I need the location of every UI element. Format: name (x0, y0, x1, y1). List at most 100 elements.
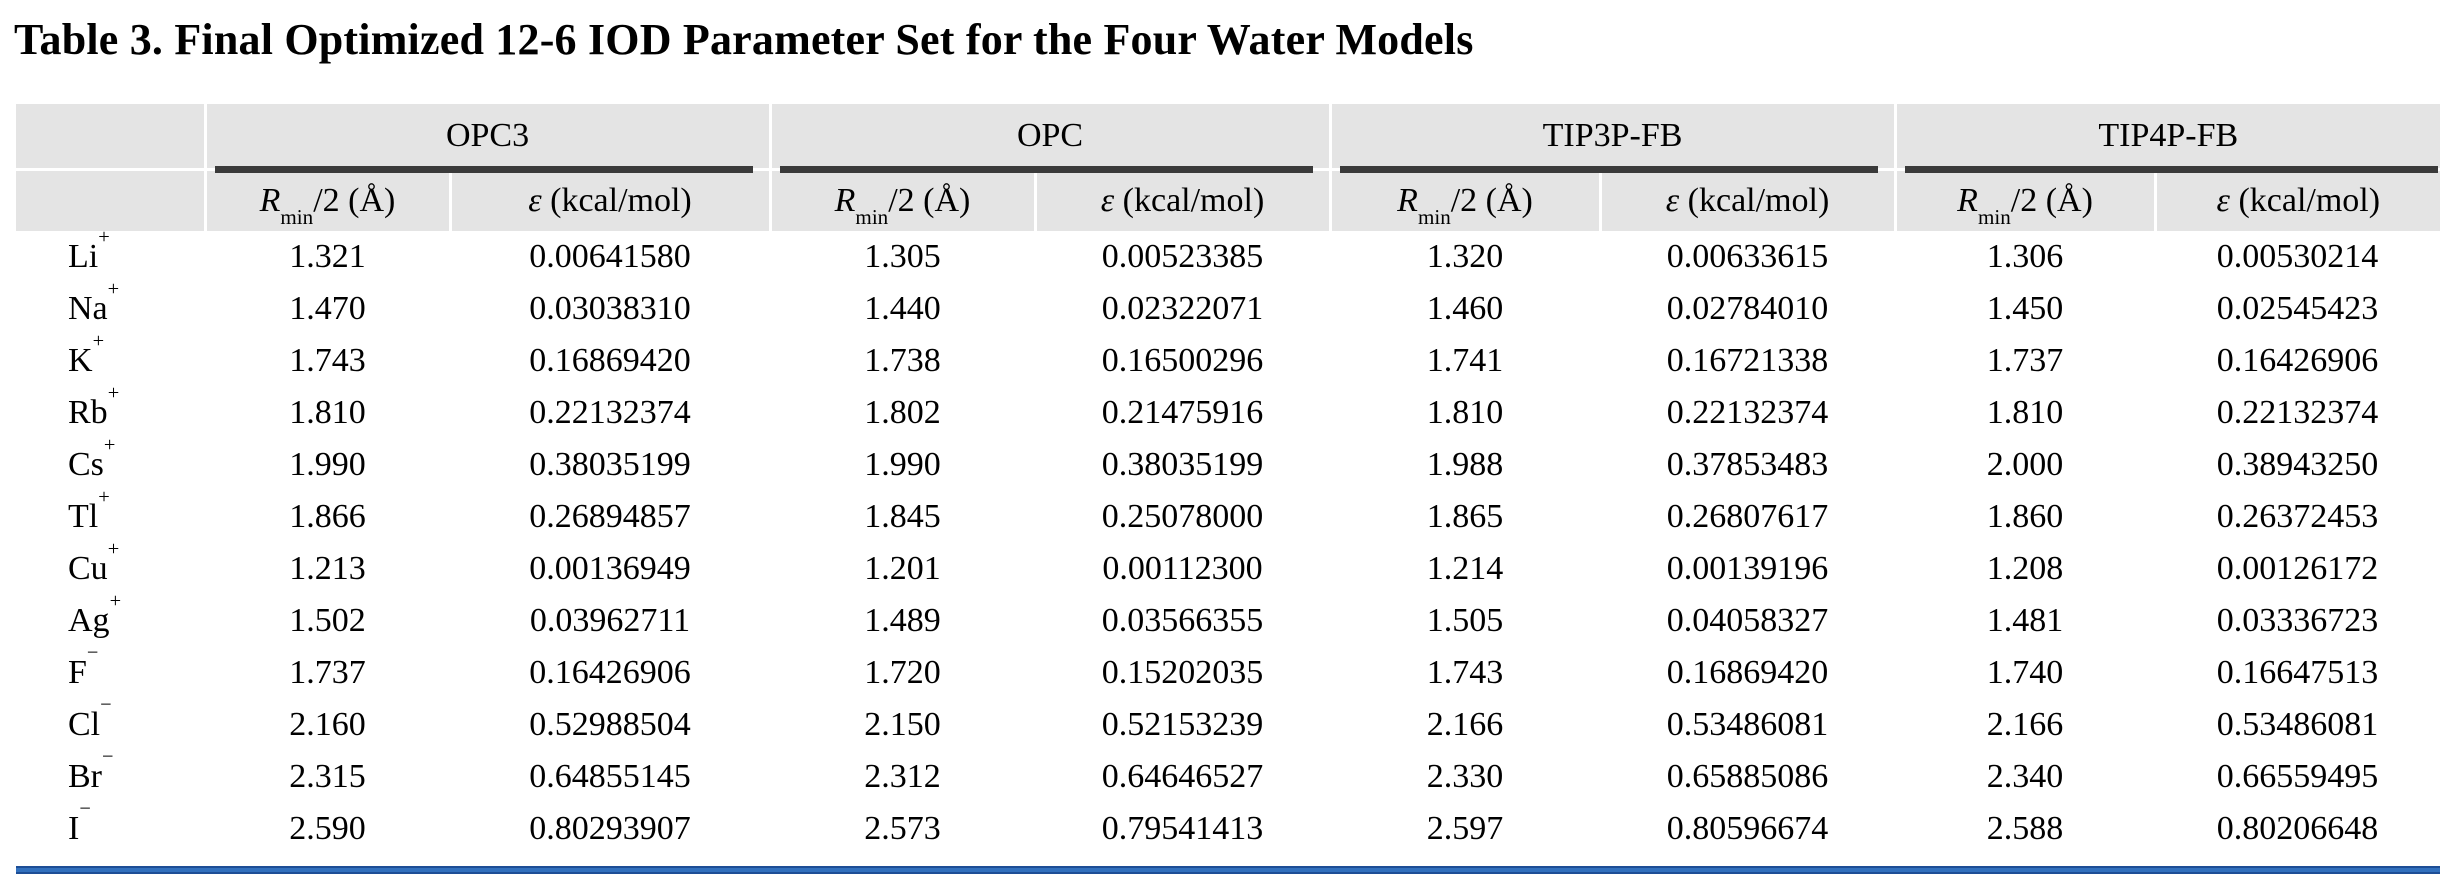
rmin-value-cell: 2.160 (289, 706, 366, 743)
epsilon-column-header: ε (kcal/mol) (2153, 168, 2441, 231)
rmin-value-cell: 2.166 (1426, 706, 1504, 743)
epsilon-value-cell: 0.26894857 (529, 498, 691, 535)
rmin-value-cell: 2.312 (864, 758, 941, 795)
table-caption: Table 3. Final Optimized 12-6 IOD Parame… (14, 15, 1474, 64)
table-row: Br− 2.315 0.64855145 2.312 0.64646527 2.330 0.… (16, 747, 2440, 803)
ion-cell: Na+ (16, 279, 205, 335)
rmin-units: /2 (Å) (2010, 182, 2093, 219)
ion-charge: + (103, 434, 116, 457)
rmin-value-cell: 1.213 (289, 550, 366, 587)
epsilon-value-cell: 0.16869420 (1666, 654, 1829, 691)
group-header-tip3p-fb: TIP3P-FB (1328, 104, 1896, 173)
epsilon-symbol: ε (528, 182, 542, 219)
rmin-value-cell: 1.737 (1986, 342, 2064, 379)
rmin-value-cell: 1.860 (1986, 498, 2064, 535)
rmin-value-cell: 1.214 (1426, 550, 1504, 587)
group-label: OPC3 (445, 117, 530, 154)
rmin-subscript: min (1977, 205, 2011, 230)
group-underline-rule (1339, 166, 1878, 173)
rmin-value-cell: 1.720 (864, 654, 941, 691)
rmin-value-cell: 1.320 (1426, 238, 1504, 275)
rmin-value-cell: 1.802 (864, 394, 941, 431)
table-row: F− 1.737 0.16426906 1.720 0.15202035 1.743 0.1… (16, 643, 2440, 699)
rmin-value-cell: 2.330 (1426, 758, 1504, 795)
rmin-units: /2 (Å) (1450, 182, 1533, 219)
epsilon-value-cell: 0.16426906 (2216, 342, 2379, 379)
rmin-value-cell: 1.321 (289, 238, 366, 275)
ion-symbol: Li (68, 238, 99, 275)
subheader-row: Rmin/2 (Å) ε (kcal/mol) Rmin/2 (Å) ε (kc… (16, 168, 2441, 231)
ion-cell: I− (16, 799, 205, 855)
ion-cell: Ag+ (16, 591, 205, 647)
rmin-value-cell: 2.573 (864, 810, 941, 847)
rmin-value-cell: 2.340 (1986, 758, 2064, 795)
epsilon-units: (kcal/mol) (541, 182, 692, 219)
ion-cell: Cu+ (16, 539, 205, 595)
epsilon-value-cell: 0.03962711 (529, 602, 691, 639)
ion-symbol: K (68, 342, 93, 379)
group-underline-rule (214, 166, 753, 173)
rmin-value-cell: 2.590 (289, 810, 366, 847)
ion-symbol: Cs (68, 446, 104, 483)
rmin-value-cell: 1.201 (864, 550, 941, 587)
rmin-value-cell: 2.166 (1986, 706, 2064, 743)
epsilon-value-cell: 0.21475916 (1101, 394, 1264, 431)
rmin-symbol: R (834, 182, 856, 219)
epsilon-value-cell: 0.00126172 (2216, 550, 2379, 587)
rmin-column-header: Rmin/2 (Å) (1328, 168, 1601, 231)
rmin-value-cell: 1.743 (1426, 654, 1504, 691)
ion-charge: + (109, 590, 122, 613)
ion-symbol: Tl (68, 498, 99, 535)
epsilon-value-cell: 0.26807617 (1666, 498, 1829, 535)
rmin-subscript: min (280, 205, 314, 230)
epsilon-value-cell: 0.03566355 (1101, 602, 1264, 639)
rmin-value-cell: 1.502 (289, 602, 366, 639)
table-row: Cl− 2.160 0.52988504 2.150 0.52153239 2.166 0.… (16, 695, 2440, 751)
epsilon-value-cell: 0.00139196 (1666, 550, 1829, 587)
epsilon-value-cell: 0.00136949 (529, 550, 691, 587)
epsilon-units: (kcal/mol) (2229, 182, 2381, 219)
group-header-opc3: OPC3 (203, 104, 771, 173)
ion-charge: + (107, 538, 120, 561)
epsilon-column-header: ε (kcal/mol) (1033, 168, 1331, 231)
epsilon-value-cell: 0.00112300 (1102, 550, 1263, 587)
ion-charge: + (92, 330, 105, 353)
rmin-value-cell: 1.743 (289, 342, 366, 379)
rmin-value-cell: 2.315 (289, 758, 366, 795)
ion-symbol: Na (68, 290, 108, 327)
ion-cell: Li+ (16, 227, 205, 283)
epsilon-value-cell: 0.16647513 (2216, 654, 2379, 691)
epsilon-value-cell: 0.16426906 (529, 654, 691, 691)
rmin-value-cell: 1.740 (1986, 654, 2064, 691)
rmin-symbol: R (1957, 182, 1978, 219)
epsilon-units: (kcal/mol) (1679, 182, 1830, 219)
epsilon-value-cell: 0.64646527 (1101, 758, 1264, 795)
epsilon-value-cell: 0.66559495 (2216, 758, 2379, 795)
ion-symbol: Br (68, 758, 102, 795)
table-row: Rb+ 1.810 0.22132374 1.802 0.21475916 1.810 0.… (16, 383, 2440, 439)
epsilon-value-cell: 0.22132374 (2216, 394, 2379, 431)
epsilon-value-cell: 0.02545423 (2216, 290, 2379, 327)
rmin-value-cell: 1.470 (289, 290, 366, 327)
rmin-value-cell: 2.588 (1986, 810, 2064, 847)
bottom-divider-rule (16, 866, 2440, 874)
ion-cell: Tl+ (16, 487, 205, 543)
epsilon-value-cell: 0.37853483 (1666, 446, 1829, 483)
rmin-symbol: R (259, 182, 281, 219)
ion-cell: Br− (16, 747, 205, 803)
rmin-value-cell: 2.150 (864, 706, 941, 743)
table-row: K+ 1.743 0.16869420 1.738 0.16500296 1.741 0.1… (16, 331, 2440, 387)
ion-charge: − (86, 642, 99, 665)
table-row: I− 2.590 0.80293907 2.573 0.79541413 2.597 0.8… (16, 799, 2440, 855)
ion-cell: K+ (16, 331, 205, 387)
group-header-row: OPC3 OPC TIP3P-FB TIP4P-FB (16, 104, 2441, 173)
epsilon-value-cell: 0.80596674 (1666, 810, 1829, 847)
epsilon-value-cell: 0.38943250 (2216, 446, 2379, 483)
epsilon-value-cell: 0.03336723 (2216, 602, 2379, 639)
rmin-value-cell: 1.738 (864, 342, 941, 379)
table-row: Cu+ 1.213 0.00136949 1.201 0.00112300 1.214 0.… (16, 539, 2440, 595)
ion-symbol: Cl (68, 706, 101, 743)
epsilon-value-cell: 0.26372453 (2216, 498, 2379, 535)
ion-charge: + (98, 226, 110, 249)
